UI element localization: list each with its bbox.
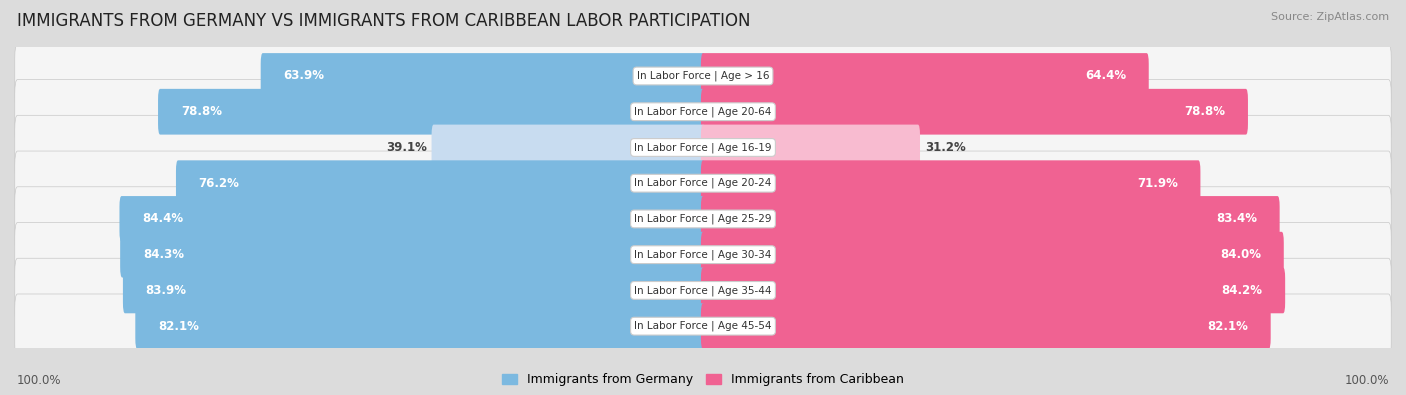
Text: In Labor Force | Age 20-24: In Labor Force | Age 20-24 bbox=[634, 178, 772, 188]
Text: 39.1%: 39.1% bbox=[385, 141, 427, 154]
Text: 83.9%: 83.9% bbox=[146, 284, 187, 297]
FancyBboxPatch shape bbox=[702, 267, 1285, 313]
FancyBboxPatch shape bbox=[702, 196, 1279, 242]
Legend: Immigrants from Germany, Immigrants from Caribbean: Immigrants from Germany, Immigrants from… bbox=[502, 373, 904, 386]
Text: 84.4%: 84.4% bbox=[142, 213, 183, 226]
Text: 64.4%: 64.4% bbox=[1085, 70, 1126, 83]
FancyBboxPatch shape bbox=[176, 160, 704, 206]
FancyBboxPatch shape bbox=[14, 258, 1392, 323]
Text: In Labor Force | Age 45-54: In Labor Force | Age 45-54 bbox=[634, 321, 772, 331]
FancyBboxPatch shape bbox=[14, 294, 1392, 358]
Text: 76.2%: 76.2% bbox=[198, 177, 239, 190]
FancyBboxPatch shape bbox=[432, 124, 704, 170]
FancyBboxPatch shape bbox=[122, 267, 704, 313]
Text: In Labor Force | Age 20-64: In Labor Force | Age 20-64 bbox=[634, 107, 772, 117]
FancyBboxPatch shape bbox=[14, 151, 1392, 215]
FancyBboxPatch shape bbox=[702, 53, 1149, 99]
FancyBboxPatch shape bbox=[14, 115, 1392, 180]
FancyBboxPatch shape bbox=[14, 79, 1392, 144]
Text: In Labor Force | Age 25-29: In Labor Force | Age 25-29 bbox=[634, 214, 772, 224]
Text: 84.3%: 84.3% bbox=[143, 248, 184, 261]
FancyBboxPatch shape bbox=[157, 89, 704, 135]
FancyBboxPatch shape bbox=[14, 187, 1392, 251]
Text: In Labor Force | Age 16-19: In Labor Force | Age 16-19 bbox=[634, 142, 772, 153]
FancyBboxPatch shape bbox=[702, 124, 920, 170]
Text: 78.8%: 78.8% bbox=[1184, 105, 1225, 118]
Text: 78.8%: 78.8% bbox=[181, 105, 222, 118]
Text: In Labor Force | Age 30-34: In Labor Force | Age 30-34 bbox=[634, 249, 772, 260]
Text: 71.9%: 71.9% bbox=[1137, 177, 1178, 190]
Text: 100.0%: 100.0% bbox=[17, 374, 62, 387]
Text: 82.1%: 82.1% bbox=[157, 320, 198, 333]
FancyBboxPatch shape bbox=[702, 232, 1284, 278]
Text: 84.2%: 84.2% bbox=[1222, 284, 1263, 297]
Text: 84.0%: 84.0% bbox=[1220, 248, 1261, 261]
FancyBboxPatch shape bbox=[702, 303, 1271, 349]
Text: Source: ZipAtlas.com: Source: ZipAtlas.com bbox=[1271, 12, 1389, 22]
FancyBboxPatch shape bbox=[260, 53, 704, 99]
Text: 100.0%: 100.0% bbox=[1344, 374, 1389, 387]
Text: IMMIGRANTS FROM GERMANY VS IMMIGRANTS FROM CARIBBEAN LABOR PARTICIPATION: IMMIGRANTS FROM GERMANY VS IMMIGRANTS FR… bbox=[17, 12, 751, 30]
FancyBboxPatch shape bbox=[120, 232, 704, 278]
Text: In Labor Force | Age > 16: In Labor Force | Age > 16 bbox=[637, 71, 769, 81]
FancyBboxPatch shape bbox=[120, 196, 704, 242]
Text: 31.2%: 31.2% bbox=[925, 141, 966, 154]
Text: 63.9%: 63.9% bbox=[284, 70, 325, 83]
Text: 82.1%: 82.1% bbox=[1208, 320, 1249, 333]
Text: 83.4%: 83.4% bbox=[1216, 213, 1257, 226]
FancyBboxPatch shape bbox=[14, 44, 1392, 108]
FancyBboxPatch shape bbox=[135, 303, 704, 349]
FancyBboxPatch shape bbox=[14, 222, 1392, 287]
Text: In Labor Force | Age 35-44: In Labor Force | Age 35-44 bbox=[634, 285, 772, 296]
FancyBboxPatch shape bbox=[702, 160, 1201, 206]
FancyBboxPatch shape bbox=[702, 89, 1249, 135]
